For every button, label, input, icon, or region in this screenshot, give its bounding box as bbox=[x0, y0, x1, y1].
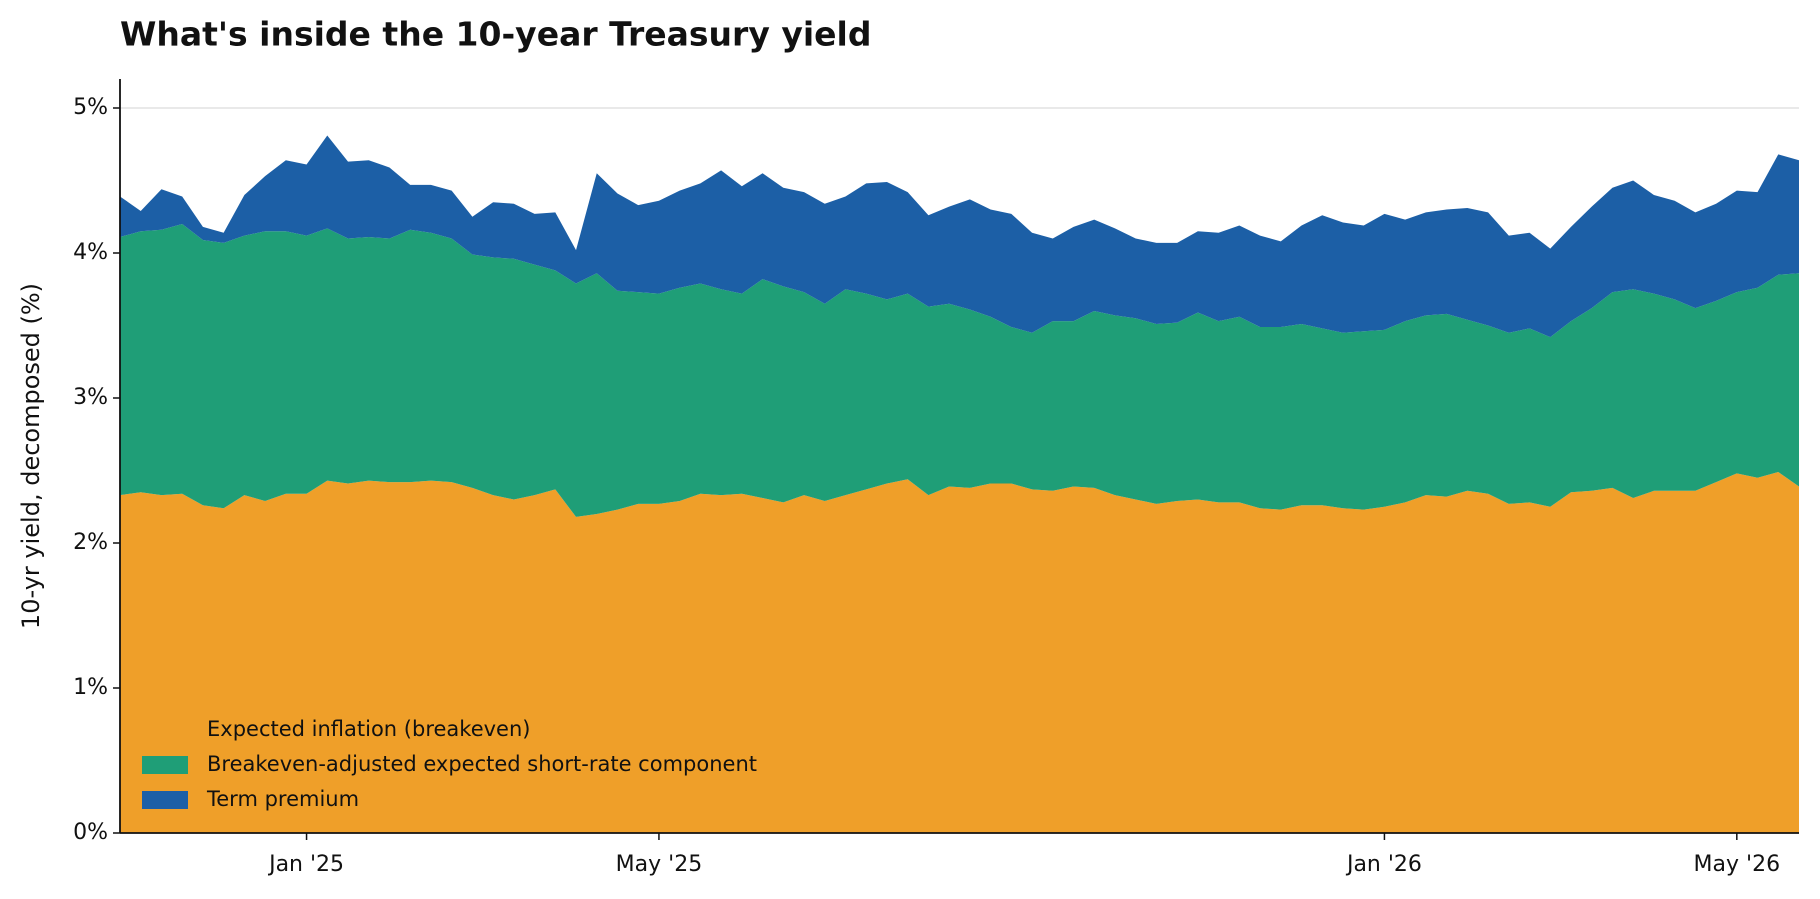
legend-swatch bbox=[142, 756, 188, 774]
legend-swatch bbox=[142, 721, 188, 739]
y-tick-label: 4% bbox=[73, 240, 108, 265]
y-tick-label: 5% bbox=[73, 95, 108, 120]
legend-label: Term premium bbox=[206, 787, 359, 811]
x-tick-label: Jan '25 bbox=[267, 852, 344, 877]
x-tick-label: May '26 bbox=[1694, 852, 1781, 877]
chart-title: What's inside the 10-year Treasury yield bbox=[120, 15, 871, 54]
y-tick-label: 3% bbox=[73, 385, 108, 410]
area bbox=[120, 471, 1799, 833]
x-tick-label: May '25 bbox=[616, 852, 703, 877]
legend-swatch bbox=[142, 791, 188, 809]
legend-label: Breakeven-adjusted expected short-rate c… bbox=[207, 752, 757, 776]
legend-label: Expected inflation (breakeven) bbox=[207, 717, 530, 741]
y-axis-label: 10-yr yield, decomposed (%) bbox=[17, 283, 45, 629]
area bbox=[120, 224, 1799, 517]
y-tick-label: 1% bbox=[73, 675, 108, 700]
x-tick-label: Jan '26 bbox=[1345, 852, 1422, 877]
y-tick-label: 0% bbox=[73, 820, 108, 845]
area bbox=[120, 135, 1799, 338]
y-tick-label: 2% bbox=[73, 530, 108, 555]
